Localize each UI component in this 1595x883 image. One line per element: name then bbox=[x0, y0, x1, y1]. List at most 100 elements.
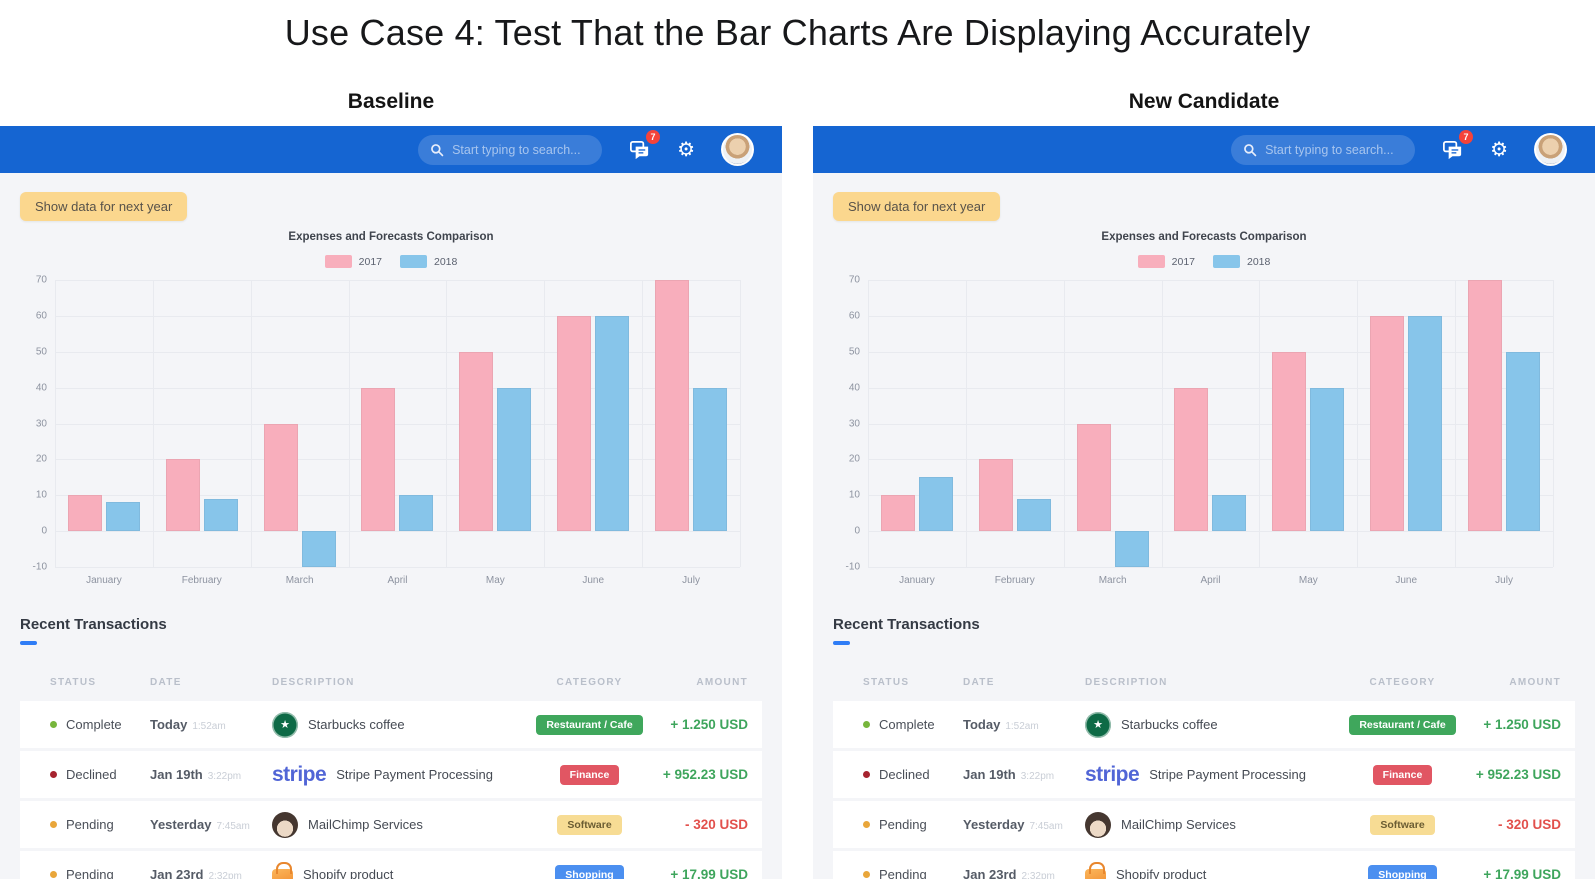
status-dot bbox=[863, 821, 870, 828]
y-tick-label: 60 bbox=[848, 310, 860, 322]
transaction-row: Declined Jan 19th 3:22pm stripe Stripe Payme… bbox=[833, 751, 1575, 798]
show-data-next-year-button[interactable]: Show data for next year bbox=[20, 192, 188, 221]
chart-title: Expenses and Forecasts Comparison bbox=[288, 231, 494, 243]
column-header-status: STATUS bbox=[50, 677, 97, 688]
bar-2017-march bbox=[263, 423, 298, 532]
status-label: Pending bbox=[879, 867, 927, 879]
y-tick-label: 10 bbox=[848, 489, 860, 501]
column-header-category: CATEGORY bbox=[556, 677, 623, 688]
show-data-next-year-button[interactable]: Show data for next year bbox=[833, 192, 1001, 221]
bar-2018-march bbox=[1114, 531, 1149, 567]
gridline bbox=[1259, 280, 1261, 567]
status-dot bbox=[863, 721, 870, 728]
legend-item-2017: 2017 bbox=[1137, 255, 1195, 268]
gridline bbox=[868, 567, 1553, 568]
bar-chart: -10 0 10 20 30 40 50 60 70 January February March A… bbox=[833, 275, 1554, 592]
time-text: 7:45am bbox=[216, 820, 250, 832]
baseline-label: Baseline bbox=[347, 90, 435, 113]
bar-group-june bbox=[544, 280, 642, 567]
candidate-column: New Candidate Start typing to search... … bbox=[813, 90, 1595, 879]
legend-label: 2018 bbox=[434, 255, 458, 268]
transaction-row: Pending Yesterday 7:45am MailChimp Services… bbox=[20, 801, 762, 848]
column-header-amount: AMOUNT bbox=[696, 677, 748, 688]
status-label: Complete bbox=[66, 717, 122, 732]
x-tick-label: January bbox=[86, 575, 122, 586]
status-dot bbox=[50, 871, 57, 878]
plot-area bbox=[868, 280, 1554, 568]
gridline bbox=[740, 280, 741, 567]
bar-group-march bbox=[251, 280, 349, 567]
y-tick-label: -10 bbox=[845, 561, 860, 573]
y-tick-label: 60 bbox=[35, 310, 47, 322]
dashboard-body: Show data for next year Expenses and For… bbox=[0, 173, 782, 879]
amount-value: + 1.250 USD bbox=[670, 717, 748, 732]
bar-2017-march bbox=[1076, 423, 1111, 532]
mailchimp-icon bbox=[272, 811, 298, 838]
shopify-icon bbox=[1085, 861, 1106, 879]
gridline bbox=[1455, 280, 1457, 567]
search-input[interactable]: Start typing to search... bbox=[1231, 134, 1416, 165]
x-tick-label: July bbox=[682, 575, 700, 586]
legend-label: 2018 bbox=[1247, 255, 1271, 268]
bar-2017-june bbox=[557, 315, 592, 532]
settings-gear-icon[interactable]: ⚙ bbox=[677, 138, 695, 161]
stripe-logo: stripe bbox=[272, 763, 327, 786]
description-cell: ★ Starbucks coffee bbox=[1085, 711, 1340, 738]
search-placeholder: Start typing to search... bbox=[1265, 142, 1394, 157]
bar-group-july bbox=[1455, 280, 1553, 567]
y-tick-label: 70 bbox=[848, 274, 860, 286]
gridline bbox=[55, 280, 740, 281]
status-cell: Pending bbox=[863, 867, 963, 879]
notification-badge: 7 bbox=[1459, 130, 1474, 144]
x-tick-label: January bbox=[899, 575, 935, 586]
bar-2017-may bbox=[459, 351, 494, 532]
y-tick-label: 50 bbox=[35, 346, 47, 358]
status-dot bbox=[50, 771, 57, 778]
column-header-date: DATE bbox=[963, 677, 995, 688]
x-tick-label: May bbox=[1298, 575, 1318, 586]
gridline bbox=[55, 531, 740, 533]
status-label: Pending bbox=[66, 867, 114, 879]
bar-group-january bbox=[55, 280, 153, 567]
messages-icon[interactable]: 7 bbox=[1441, 130, 1474, 161]
column-header-category: CATEGORY bbox=[1369, 677, 1436, 688]
legend-label: 2017 bbox=[358, 255, 382, 268]
gridline bbox=[868, 280, 1553, 281]
time-text: 3:22pm bbox=[207, 770, 242, 782]
gridline bbox=[55, 351, 740, 353]
settings-gear-icon[interactable]: ⚙ bbox=[1490, 138, 1508, 161]
user-avatar[interactable] bbox=[1534, 133, 1567, 166]
description-text: Shopify product bbox=[1116, 867, 1207, 879]
bar-2018-january bbox=[105, 502, 140, 532]
bar-2018-april bbox=[1212, 495, 1247, 532]
starbucks-icon: ★ bbox=[272, 711, 298, 738]
gridline bbox=[55, 567, 740, 568]
date-cell: Jan 19th 3:22pm bbox=[150, 766, 272, 784]
status-cell: Declined bbox=[50, 767, 150, 782]
y-tick-label: 50 bbox=[848, 346, 860, 358]
category-badge: Restaurant / Cafe bbox=[1349, 714, 1456, 735]
gridline bbox=[868, 387, 1553, 389]
time-text: 1:52am bbox=[1005, 720, 1039, 732]
stripe-logo: stripe bbox=[1085, 763, 1140, 786]
bar-chart: -10 0 10 20 30 40 50 60 70 January February March A… bbox=[20, 275, 741, 592]
amount-value: + 1.250 USD bbox=[1483, 717, 1561, 732]
messages-icon[interactable]: 7 bbox=[628, 130, 661, 161]
date-text: Jan 23rd bbox=[150, 866, 204, 880]
gridline bbox=[348, 280, 350, 567]
user-avatar[interactable] bbox=[721, 133, 754, 166]
gridline bbox=[1063, 280, 1065, 567]
y-tick-label: 70 bbox=[35, 274, 47, 286]
gridline bbox=[55, 423, 740, 425]
search-input[interactable]: Start typing to search... bbox=[418, 134, 603, 165]
x-tick-label: June bbox=[582, 575, 605, 586]
search-icon bbox=[1244, 143, 1257, 156]
search-placeholder: Start typing to search... bbox=[452, 142, 581, 157]
notification-badge: 7 bbox=[646, 130, 661, 144]
time-text: 2:32pm bbox=[1021, 870, 1055, 880]
date-cell: Yesterday 7:45am bbox=[150, 816, 272, 834]
status-dot bbox=[50, 721, 57, 728]
gridline bbox=[1161, 280, 1163, 567]
baseline-column: Baseline Start typing to search... 7 ⚙ S… bbox=[0, 90, 782, 879]
